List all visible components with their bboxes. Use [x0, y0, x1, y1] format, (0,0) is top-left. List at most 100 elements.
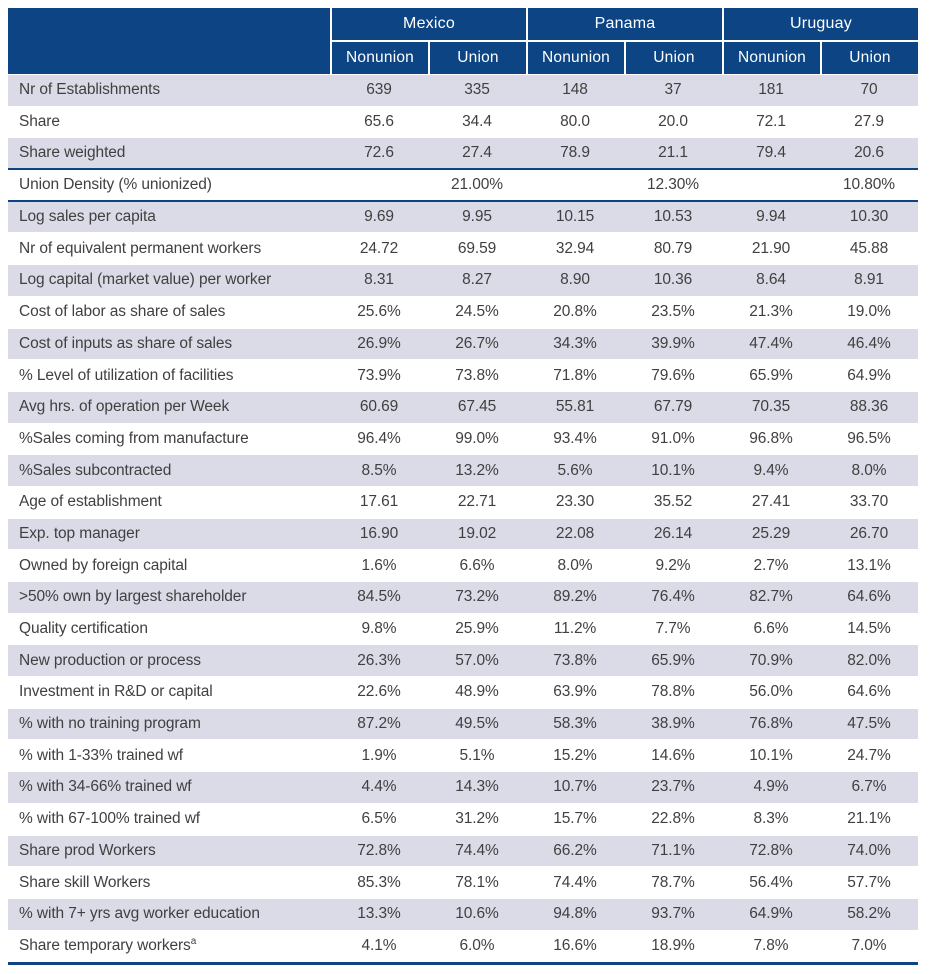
table-row: Investment in R&D or capital 22.6% 48.9% 6…: [8, 677, 918, 709]
table-row: Owned by foreign capital 1.6% 6.6% 8.0% 9.2…: [8, 550, 918, 582]
row-label: >50% own by largest shareholder: [19, 588, 247, 606]
table-row: >50% own by largest shareholder 84.5% 73.…: [8, 582, 918, 614]
cell-value: 13.1%: [847, 556, 891, 574]
cell-value: 19.02: [457, 524, 497, 542]
row-label: Share weighted: [19, 144, 126, 162]
cell-value: 35.52: [653, 493, 693, 511]
cell-value: 7.8%: [753, 936, 789, 954]
cell-value: 6.5%: [361, 810, 397, 828]
table-header: Mexico Panama Uruguay Nonunion Union Non…: [8, 8, 918, 74]
cell-value: 9.94: [756, 208, 786, 226]
cell-value: 27.41: [751, 493, 791, 511]
cell-value: 8.31: [364, 271, 394, 289]
cell-value: 639: [366, 81, 392, 99]
cell-value: 57.7%: [847, 873, 891, 891]
cell-value: 10.30: [849, 208, 889, 226]
header-corner-cell: [8, 8, 330, 74]
table-row: % with 34-66% trained wf 4.4% 14.3% 10.7% 2…: [8, 772, 918, 804]
cell-value: 57.0%: [455, 651, 499, 669]
row-label: Quality certification: [19, 620, 148, 638]
cell-value: 72.8%: [357, 841, 401, 859]
table-row: New production or process 26.3% 57.0% 73.8…: [8, 645, 918, 678]
cell-value: 55.81: [555, 398, 595, 416]
cell-value: 34.4: [462, 113, 492, 131]
cell-value: 76.8%: [749, 715, 793, 733]
cell-value: 47.4%: [749, 334, 793, 352]
cell-value: 9.8%: [361, 620, 397, 638]
cell-value: 78.7%: [651, 873, 695, 891]
cell-value: 37: [664, 81, 682, 99]
cell-value: 15.2%: [553, 746, 597, 764]
cell-value: 22.71: [457, 493, 497, 511]
cell-value: 96.4%: [357, 429, 401, 447]
row-label: % with 7+ yrs avg worker education: [19, 905, 260, 923]
cell-value: 87.2%: [357, 715, 401, 733]
table-row: Log sales per capita 9.69 9.95 10.15 10.53 9…: [8, 201, 918, 234]
cell-value: 8.5%: [361, 461, 397, 479]
cell-value: 45.88: [849, 239, 889, 257]
cell-value: 1.6%: [361, 556, 397, 574]
row-label: Owned by foreign capital: [19, 556, 188, 574]
cell-value: 8.0%: [851, 461, 887, 479]
table-row: % Level of utilization of facilities 73.…: [8, 360, 918, 392]
table-row: Log capital (market value) per worker 8.…: [8, 265, 918, 297]
row-label: % with 67-100% trained wf: [19, 810, 201, 828]
row-label: Nr of Establishments: [19, 81, 160, 99]
row-label: Share prod Workers: [19, 841, 156, 859]
cell-value: 78.9: [560, 144, 590, 162]
cell-value: 99.0%: [455, 429, 499, 447]
cell-value: 6.7%: [851, 778, 887, 796]
row-label: %Sales subcontracted: [19, 461, 172, 479]
row-label: Investment in R&D or capital: [19, 683, 213, 701]
cell-value: 22.6%: [357, 683, 401, 701]
cell-value: 22.08: [555, 524, 595, 542]
cell-value: 10.80%: [843, 175, 895, 193]
header-country-mexico: Mexico: [330, 8, 526, 42]
cell-value: 23.30: [555, 493, 595, 511]
cell-value: 21.90: [751, 239, 791, 257]
header-country-uruguay: Uruguay: [722, 8, 918, 42]
cell-value: 64.6%: [847, 588, 891, 606]
cell-value: 25.29: [751, 524, 791, 542]
table-row: Age of establishment 17.61 22.71 23.30 35.5…: [8, 486, 918, 519]
cell-value: 23.7%: [651, 778, 695, 796]
row-label: Share: [19, 113, 60, 131]
row-label: Log sales per capita: [19, 208, 156, 226]
row-label: Share temporary workersa: [19, 936, 197, 954]
cell-value: 47.5%: [847, 715, 891, 733]
cell-value: 8.0%: [557, 556, 593, 574]
cell-value: 63.9%: [553, 683, 597, 701]
cell-value: 10.1%: [651, 461, 695, 479]
cell-value: 25.9%: [455, 620, 499, 638]
row-label: Exp. top manager: [19, 524, 140, 542]
cell-value: 88.36: [849, 398, 889, 416]
table-row: Nr of equivalent permanent workers 24.72…: [8, 233, 918, 266]
cell-value: 64.6%: [847, 683, 891, 701]
cell-value: 69.59: [457, 239, 497, 257]
cell-value: 79.6%: [651, 366, 695, 384]
cell-value: 31.2%: [455, 810, 499, 828]
cell-value: 21.3%: [749, 303, 793, 321]
cell-value: 74.4%: [455, 841, 499, 859]
row-label: % with no training program: [19, 715, 201, 733]
cell-value: 89.2%: [553, 588, 597, 606]
cell-value: 64.9%: [749, 905, 793, 923]
row-label: Cost of inputs as share of sales: [19, 334, 233, 352]
cell-value: 20.0: [658, 113, 688, 131]
cell-value: 4.1%: [361, 936, 397, 954]
cell-value: 58.2%: [847, 905, 891, 923]
cell-value: 335: [464, 81, 490, 99]
cell-value: 74.0%: [847, 841, 891, 859]
table-row: Union Density (% unionized) 21.00% 12.30%…: [8, 170, 918, 202]
cell-value: 85.3%: [357, 873, 401, 891]
cell-value: 25.6%: [357, 303, 401, 321]
cell-value: 19.0%: [847, 303, 891, 321]
cell-value: 46.4%: [847, 334, 891, 352]
cell-value: 6.6%: [459, 556, 495, 574]
table-row: % with 67-100% trained wf 6.5% 31.2% 15.7%…: [8, 803, 918, 836]
header-uruguay-nonunion: Nonunion: [722, 42, 820, 74]
cell-value: 9.4%: [753, 461, 789, 479]
cell-value: 9.69: [364, 208, 394, 226]
summary-statistics-table: Mexico Panama Uruguay Nonunion Union Non…: [8, 8, 918, 966]
